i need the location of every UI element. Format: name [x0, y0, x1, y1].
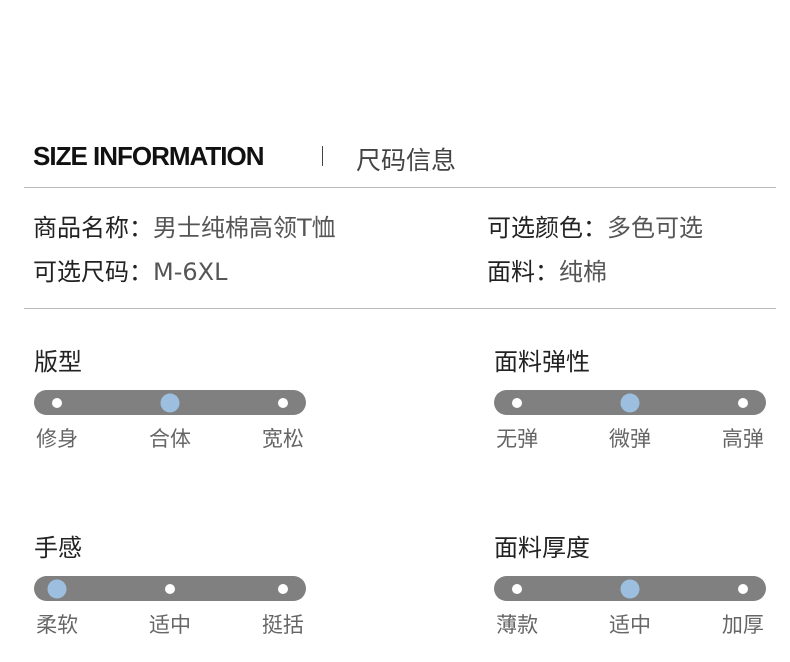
scale-option-label: 适中: [149, 613, 191, 637]
scale-title: 面料厚度: [494, 534, 590, 562]
scale-option-label: 适中: [609, 613, 651, 637]
scale-option-label: 柔软: [36, 613, 79, 637]
scale-marker: [165, 583, 175, 594]
scale-thickness: 面料厚度薄款 适中 加厚: [494, 528, 766, 639]
scale-elasticity: 面料弹性无弹 微弹 高弹: [494, 342, 766, 453]
value: 男士纯棉高领T恤: [153, 214, 336, 242]
label: 可选尺码：: [33, 258, 153, 286]
scale-option-label: 宽松: [261, 427, 304, 451]
scale-bar: [34, 576, 306, 601]
value: 纯棉: [559, 258, 607, 286]
selected-marker: [47, 579, 67, 598]
selected-marker: [160, 393, 180, 412]
scale-option-label: 无弹: [496, 427, 539, 451]
scale-bar: [494, 576, 766, 601]
scale-option-label: 微弹: [609, 427, 651, 451]
scale-marker: [512, 583, 523, 594]
scale-bar: [34, 390, 306, 415]
scale-option-label: 薄款: [496, 613, 539, 637]
value: 多色可选: [607, 214, 703, 242]
scale-bar: [494, 390, 766, 415]
scale-option-label: 加厚: [721, 613, 764, 637]
scale-option-label: 挺括: [261, 613, 304, 637]
scale-title: 手感: [34, 534, 82, 562]
scale-feel: 手感柔软 适中 挺括: [34, 528, 306, 639]
scale-option-label: 高弹: [721, 427, 764, 451]
product-sizes: 可选尺码：M-6XL: [33, 252, 227, 287]
title-cn: 尺码信息: [356, 146, 457, 175]
scale-marker: [277, 583, 288, 594]
product-name: 商品名称：男士纯棉高领T恤: [33, 208, 336, 243]
scale-marker: [277, 397, 288, 408]
scale-title: 面料弹性: [494, 348, 590, 376]
title-divider: [322, 146, 323, 166]
value: M-6XL: [153, 258, 228, 286]
scale-marker: [512, 397, 523, 408]
scale-marker: [737, 397, 748, 408]
selected-marker: [620, 579, 640, 598]
label: 面料：: [487, 258, 559, 286]
scale-fit: 版型修身 合体 宽松: [34, 342, 306, 453]
scale-option-label: 修身: [36, 427, 79, 451]
scale-title: 版型: [34, 348, 82, 376]
scale-marker: [737, 583, 748, 594]
selected-marker: [620, 393, 640, 412]
scale-marker: [52, 397, 63, 408]
scale-option-label: 合体: [149, 427, 191, 451]
label: 可选颜色：: [487, 214, 607, 242]
label: 商品名称：: [33, 214, 153, 242]
divider: [24, 187, 776, 188]
divider: [24, 308, 776, 309]
title-en: SIZE INFORMATION: [33, 141, 265, 171]
product-colors: 可选颜色：多色可选: [487, 208, 703, 243]
product-fabric: 面料：纯棉: [487, 252, 607, 287]
